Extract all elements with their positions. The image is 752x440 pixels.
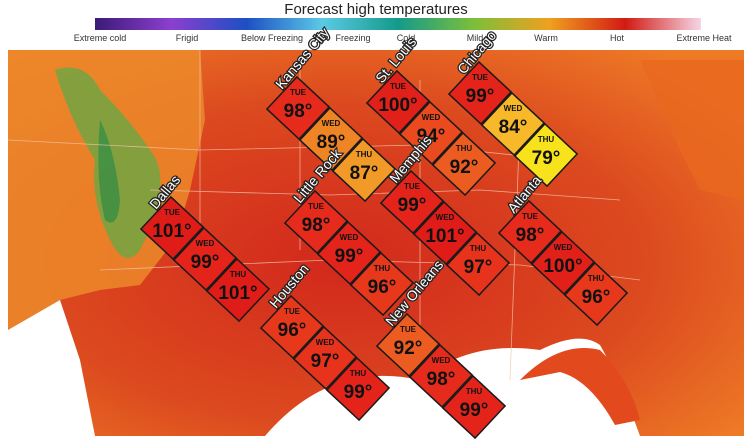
forecast-tile xyxy=(412,200,478,266)
forecast-tile xyxy=(563,261,629,327)
forecast-tile xyxy=(316,220,382,286)
temperature: 99° xyxy=(460,400,489,421)
temperature: 84° xyxy=(499,117,528,138)
temperature: 79° xyxy=(532,148,561,169)
forecast-tile xyxy=(331,137,397,203)
day-label: THU xyxy=(538,135,555,144)
forecast-tile xyxy=(139,195,205,261)
temperature: 96° xyxy=(368,277,397,298)
legend-bar xyxy=(95,18,701,30)
day-label: WED xyxy=(196,239,215,248)
day-label: TUE xyxy=(472,73,489,82)
day-label: WED xyxy=(554,243,573,252)
forecast-tile xyxy=(325,356,391,422)
forecast-tile xyxy=(349,251,415,317)
temperature: 96° xyxy=(278,320,307,341)
day-label: WED xyxy=(340,233,359,242)
forecast-tile xyxy=(513,122,579,188)
temperature: 101° xyxy=(218,283,257,304)
forecast-tile xyxy=(497,199,563,265)
temperature: 101° xyxy=(425,226,464,247)
temperature: 92° xyxy=(450,157,479,178)
day-label: THU xyxy=(356,150,373,159)
forecast-tile xyxy=(259,294,325,360)
legend-label: Frigid xyxy=(176,33,199,43)
day-label: WED xyxy=(504,104,523,113)
forecast-tile xyxy=(398,100,464,166)
legend-label: Cold xyxy=(397,33,416,43)
day-label: TUE xyxy=(308,202,325,211)
forecast-tile xyxy=(172,226,238,292)
legend-labels: Extreme cold Frigid Below Freezing Freezing… xyxy=(74,33,732,43)
forecast-tile xyxy=(447,60,513,126)
temperature: 99° xyxy=(344,382,373,403)
day-label: TUE xyxy=(164,208,181,217)
day-label: WED xyxy=(422,113,441,122)
day-label: THU xyxy=(456,144,473,153)
temperature: 92° xyxy=(394,338,423,359)
day-label: THU xyxy=(588,274,605,283)
day-label: WED xyxy=(436,213,455,222)
forecast-tile xyxy=(441,374,507,440)
day-label: TUE xyxy=(290,88,307,97)
forecast-tile xyxy=(445,231,511,297)
temperature: 97° xyxy=(464,257,493,278)
temperature: 98° xyxy=(427,369,456,390)
legend-label: Freezing xyxy=(335,33,370,43)
forecast-tile xyxy=(530,230,596,296)
forecast-tile xyxy=(379,169,445,235)
temperature: 99° xyxy=(191,252,220,273)
day-label: TUE xyxy=(400,325,417,334)
day-label: THU xyxy=(470,244,487,253)
forecast-tile xyxy=(205,257,271,323)
forecast-tile xyxy=(431,131,497,197)
temperature: 87° xyxy=(350,163,379,184)
forecast-tile xyxy=(375,312,441,378)
temperature: 99° xyxy=(335,246,364,267)
day-label: TUE xyxy=(284,307,301,316)
temperature: 99° xyxy=(398,195,427,216)
day-label: WED xyxy=(316,338,335,347)
day-label: THU xyxy=(350,369,367,378)
day-label: THU xyxy=(466,387,483,396)
day-label: TUE xyxy=(390,82,407,91)
temperature: 100° xyxy=(543,256,582,277)
legend-label: Mild xyxy=(467,33,484,43)
temperature: 98° xyxy=(516,225,545,246)
temperature: 94° xyxy=(417,126,446,147)
temperature: 89° xyxy=(317,132,346,153)
map xyxy=(7,50,744,436)
legend-label: Extreme Heat xyxy=(676,33,732,43)
temperature: 101° xyxy=(152,221,191,242)
legend-label: Below Freezing xyxy=(241,33,303,43)
legend-label: Hot xyxy=(610,33,625,43)
legend-label: Warm xyxy=(534,33,558,43)
forecast-tile xyxy=(480,91,546,157)
temperature: 97° xyxy=(311,351,340,372)
forecast-tile xyxy=(283,189,349,255)
forecast-tile xyxy=(265,75,331,141)
legend-label: Extreme cold xyxy=(74,33,127,43)
day-label: WED xyxy=(322,119,341,128)
temperature: 96° xyxy=(582,287,611,308)
forecast-tile xyxy=(365,69,431,135)
temperature: 99° xyxy=(466,86,495,107)
temperature: 100° xyxy=(378,95,417,116)
day-label: THU xyxy=(230,270,247,279)
title: Forecast high temperatures xyxy=(284,1,467,18)
forecast-tile xyxy=(408,343,474,409)
forecast-tile xyxy=(298,106,364,172)
day-label: WED xyxy=(432,356,451,365)
temperature: 98° xyxy=(284,101,313,122)
day-label: TUE xyxy=(404,182,421,191)
temperature: 98° xyxy=(302,215,331,236)
day-label: TUE xyxy=(522,212,539,221)
forecast-tile xyxy=(292,325,358,391)
day-label: THU xyxy=(374,264,391,273)
